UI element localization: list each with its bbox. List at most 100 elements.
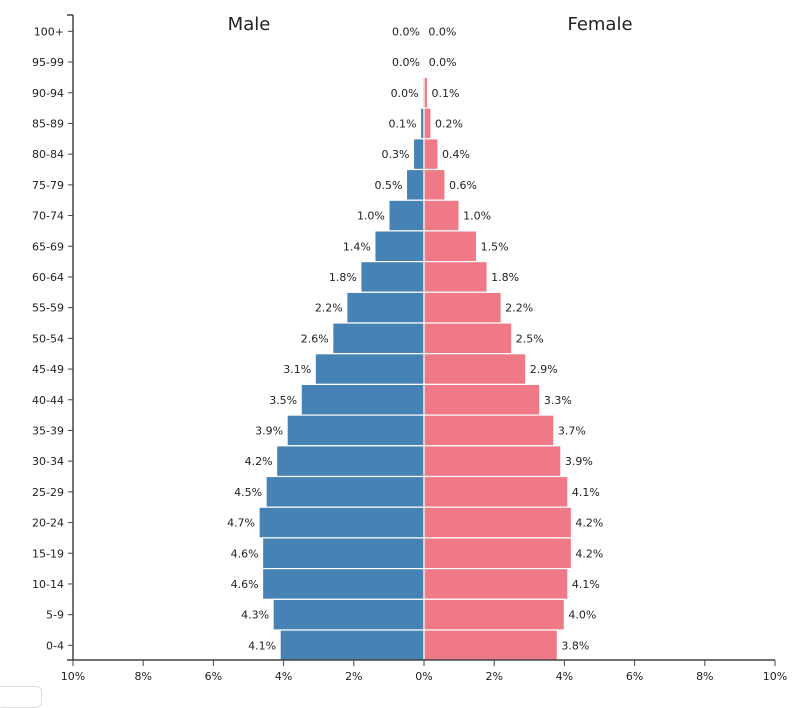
male-bar: [406, 170, 424, 201]
y-tick-label: 90-94: [32, 87, 64, 100]
female-value-label: 1.5%: [481, 240, 509, 253]
female-value-label: 2.2%: [505, 302, 533, 315]
female-bar: [424, 139, 438, 170]
female-bar: [424, 630, 557, 661]
male-value-label: 0.5%: [374, 179, 402, 192]
male-value-label: 0.0%: [391, 87, 419, 100]
male-value-label: 4.7%: [227, 517, 255, 530]
female-value-label: 3.3%: [544, 394, 572, 407]
x-tick-label: 10%: [763, 670, 787, 683]
female-bar: [424, 200, 459, 231]
y-tick-label: 30-34: [32, 455, 64, 468]
y-tick-label: 20-24: [32, 517, 64, 530]
female-bar: [424, 507, 571, 538]
female-value-label: 0.0%: [428, 25, 456, 38]
female-value-label: 4.1%: [572, 486, 600, 499]
corner-widget: [0, 686, 42, 708]
male-value-label: 0.3%: [382, 148, 410, 161]
male-value-label: 1.0%: [357, 210, 385, 223]
x-tick-label: 4%: [556, 670, 573, 683]
female-bar: [424, 170, 445, 201]
male-bar: [375, 231, 424, 262]
male-bar: [280, 630, 424, 661]
female-value-label: 4.1%: [572, 578, 600, 591]
y-tick-label: 45-49: [32, 363, 64, 376]
male-bar: [413, 139, 424, 170]
male-value-label: 0.1%: [389, 117, 417, 130]
male-bar: [315, 354, 424, 385]
y-tick-label: 5-9: [46, 609, 64, 622]
y-tick-label: 35-39: [32, 424, 64, 437]
male-value-label: 3.1%: [283, 363, 311, 376]
female-bar: [424, 446, 561, 477]
y-tick-label: 60-64: [32, 271, 64, 284]
x-tick-label: 0%: [415, 670, 432, 683]
male-bar: [301, 384, 424, 415]
female-bar: [424, 384, 540, 415]
y-tick-label: 10-14: [32, 578, 64, 591]
male-bar: [277, 446, 424, 477]
male-bar: [263, 538, 424, 569]
male-bar: [287, 415, 424, 446]
x-tick-label: 10%: [61, 670, 85, 683]
male-value-label: 1.4%: [343, 240, 371, 253]
female-value-label: 3.7%: [558, 424, 586, 437]
male-bar: [333, 323, 424, 354]
y-tick-label: 55-59: [32, 302, 64, 315]
male-value-label: 2.6%: [301, 332, 329, 345]
female-bar: [424, 415, 554, 446]
male-value-label: 1.8%: [329, 271, 357, 284]
male-bar: [263, 569, 424, 600]
female-value-label: 0.2%: [435, 117, 463, 130]
female-value-label: 4.2%: [575, 547, 603, 560]
female-bar: [424, 47, 425, 78]
x-tick-label: 8%: [134, 670, 151, 683]
male-title: Male: [228, 14, 271, 35]
male-value-label: 4.2%: [245, 455, 273, 468]
female-value-label: 3.9%: [565, 455, 593, 468]
male-value-label: 4.3%: [241, 609, 269, 622]
y-tick-label: 15-19: [32, 547, 64, 560]
x-tick-label: 4%: [275, 670, 292, 683]
male-bar: [266, 477, 424, 508]
female-bar: [424, 77, 428, 108]
male-bar: [389, 200, 424, 231]
female-value-label: 4.2%: [575, 517, 603, 530]
male-bar: [361, 262, 424, 293]
female-value-label: 2.9%: [530, 363, 558, 376]
y-tick-label: 50-54: [32, 332, 64, 345]
female-bar: [424, 292, 501, 323]
male-bar: [273, 599, 424, 630]
x-tick-label: 2%: [485, 670, 502, 683]
male-value-label: 3.5%: [269, 394, 297, 407]
female-bar: [424, 231, 477, 262]
x-tick-label: 8%: [696, 670, 713, 683]
x-tick-label: 6%: [626, 670, 643, 683]
male-bar: [347, 292, 424, 323]
y-tick-label: 25-29: [32, 486, 64, 499]
female-bar: [424, 354, 526, 385]
y-tick-label: 85-89: [32, 117, 64, 130]
female-bar: [424, 569, 568, 600]
y-tick-label: 40-44: [32, 394, 64, 407]
male-bar: [259, 507, 424, 538]
male-value-label: 4.5%: [234, 486, 262, 499]
female-value-label: 0.4%: [442, 148, 470, 161]
y-tick-label: 80-84: [32, 148, 64, 161]
female-title: Female: [567, 14, 632, 35]
female-bar: [424, 538, 571, 569]
x-tick-label: 2%: [345, 670, 362, 683]
y-tick-label: 75-79: [32, 179, 64, 192]
y-tick-label: 65-69: [32, 240, 64, 253]
male-value-label: 4.6%: [231, 578, 259, 591]
female-bar: [424, 477, 568, 508]
y-tick-label: 70-74: [32, 210, 64, 223]
x-tick-label: 6%: [205, 670, 222, 683]
female-value-label: 4.0%: [568, 609, 596, 622]
female-value-label: 0.0%: [429, 56, 457, 69]
y-tick-label: 0-4: [46, 639, 64, 652]
y-tick-label: 95-99: [32, 56, 64, 69]
female-bar: [424, 599, 564, 630]
male-value-label: 4.6%: [231, 547, 259, 560]
